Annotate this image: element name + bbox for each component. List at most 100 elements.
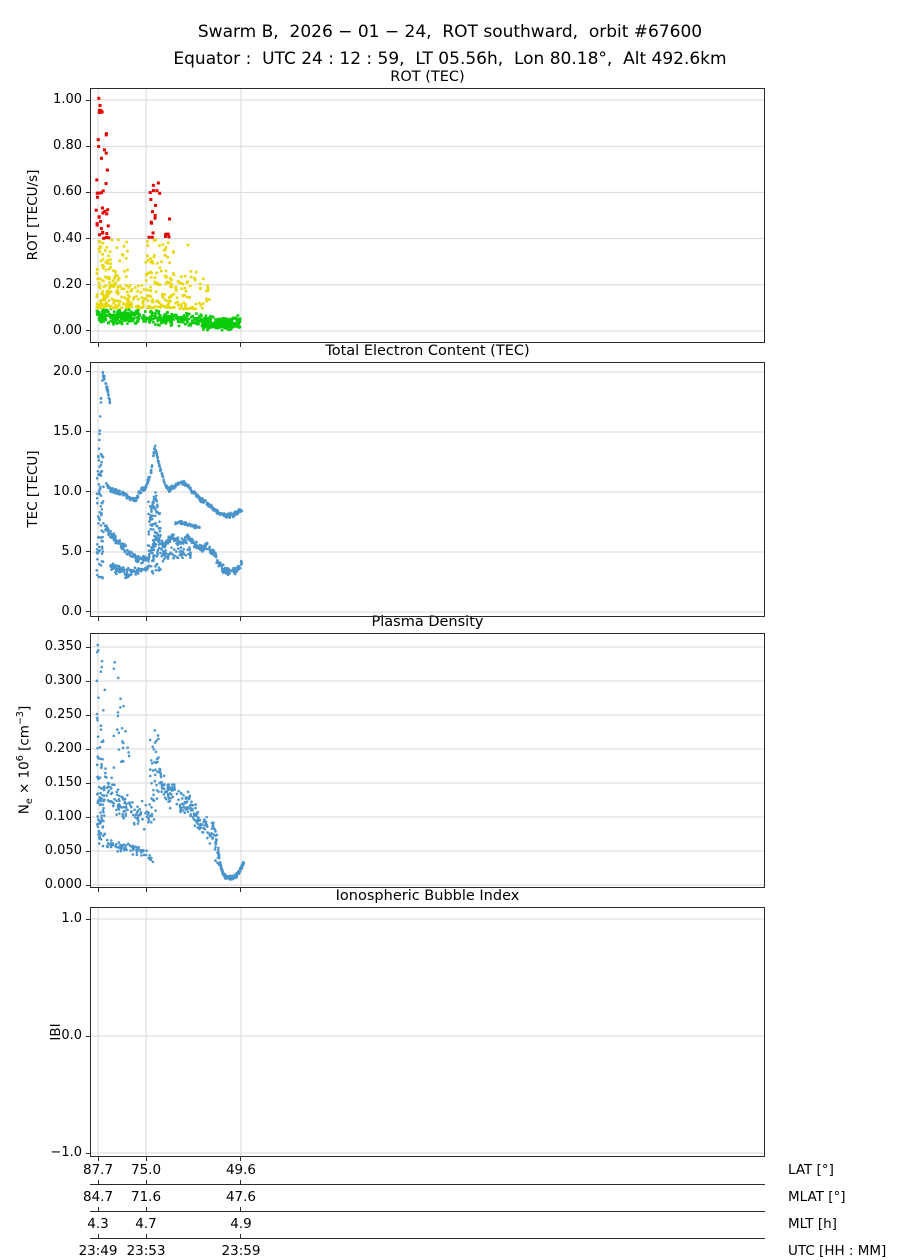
figure-subtitle: Equator : UTC 24 : 12 : 59, LT 05.56h, L…	[173, 49, 727, 69]
rot-y-tick	[86, 238, 90, 240]
density-y-tick	[86, 714, 90, 716]
ibi-y-axis-label: IBI	[48, 1023, 64, 1040]
density-y-tick	[86, 680, 90, 682]
aux-axis-line	[90, 1211, 765, 1212]
aux-axis-row-label: MLAT [°]	[788, 1189, 846, 1205]
density-y-tick-label: 0.100	[44, 809, 82, 824]
aux-axis-tick	[145, 1234, 147, 1238]
aux-axis-tick	[145, 1207, 147, 1211]
tec-y-tick-label: 0.0	[61, 603, 82, 619]
density-y-tick	[86, 782, 90, 784]
ibi-y-tick-label: 1.0	[61, 911, 82, 927]
ibi-y-tick	[86, 1152, 90, 1154]
rot-y-tick	[86, 99, 90, 101]
aux-axis-value: 4.3	[87, 1216, 109, 1232]
aux-axis-tick	[240, 1234, 242, 1238]
subplot-density: 0.000 0.050 0.100 0.150 0.200 0.250 0.300 0.350	[45, 633, 765, 892]
ylabel-part: TEC [TECU]	[25, 450, 41, 528]
rot-y-tick-label: 0.20	[53, 276, 82, 292]
aux-axis-tick	[97, 1180, 99, 1184]
ibi-y-tick	[86, 918, 90, 920]
density-y-tick-label: 0.350	[44, 639, 82, 654]
tec-y-tick	[86, 431, 90, 433]
aux-axis-tick	[97, 1207, 99, 1211]
rot-y-tick	[86, 191, 90, 193]
figure-title: Swarm B, 2026 − 01 − 24, ROT southward, …	[197, 22, 703, 42]
tec-x-tick	[145, 617, 147, 621]
density-y-tick-label: 0.050	[44, 843, 82, 858]
aux-axis-row-label: LAT [°]	[788, 1162, 834, 1178]
ibi-y-tick	[86, 1035, 90, 1037]
density-y-tick	[86, 646, 90, 648]
aux-axis-value: 47.6	[225, 1189, 257, 1205]
tec-y-axis-label: TEC [TECU]	[25, 450, 41, 527]
ibi-x-tick	[97, 1157, 99, 1161]
density-y-tick	[86, 884, 90, 886]
aux-axis-value: 49.6	[225, 1162, 257, 1178]
aux-axis-value: 4.7	[135, 1216, 157, 1232]
tec-y-tick-label: 5.0	[61, 543, 82, 559]
tec-y-tick-label: 10.0	[53, 483, 82, 499]
ylabel-part: −3	[14, 711, 26, 726]
ibi-x-tick	[240, 1157, 242, 1161]
tec-y-tick-label: 20.0	[53, 363, 82, 379]
density-y-tick-label: 0.300	[44, 673, 82, 688]
ylabel-part: 6	[14, 755, 26, 762]
ibi-plot-canvas	[90, 907, 765, 1157]
tec-x-tick	[240, 617, 242, 621]
density-x-tick	[145, 888, 147, 892]
subplot-title-ibi: Ionospheric Bubble Index	[335, 888, 520, 904]
ylabel-part: ]	[16, 705, 33, 712]
density-y-tick	[86, 816, 90, 818]
subplot-tec: 0.0 5.0 10.0 15.0 20.0	[53, 362, 765, 621]
density-y-tick-label: 0.150	[44, 775, 82, 790]
aux-axis-value: 23:59	[221, 1243, 261, 1259]
rot-x-tick	[97, 343, 99, 347]
rot-y-tick	[86, 145, 90, 147]
subplot-rot: 0.00 0.20 0.40 0.60 0.80 1.00	[53, 88, 765, 347]
ylabel-part: ROT [TECU/s]	[25, 169, 41, 261]
aux-axis-line	[90, 1184, 765, 1185]
aux-axis-value: 84.7	[83, 1189, 114, 1205]
subplot-title-tec: Total Electron Content (TEC)	[325, 343, 530, 359]
tec-plot-canvas	[90, 362, 765, 617]
tec-y-tick	[86, 551, 90, 553]
subplot-title-rot: ROT (TEC)	[390, 69, 465, 85]
density-y-tick-label: 0.200	[44, 741, 82, 756]
ylabel-part: N	[16, 804, 33, 815]
density-y-tick	[86, 748, 90, 750]
ylabel-part: e	[24, 798, 36, 805]
ibi-y-tick-label: 0.0	[61, 1028, 82, 1044]
ibi-y-tick-label: −1.0	[50, 1145, 82, 1161]
tec-y-tick	[86, 611, 90, 613]
aux-axis-value: 75.0	[130, 1162, 162, 1178]
subplot-ibi: −1.0 0.0 1.0	[50, 907, 765, 1161]
density-y-tick-label: 0.000	[44, 877, 82, 892]
density-y-tick-label: 0.250	[44, 707, 82, 722]
density-y-axis-label: Ne × 106 [cm−3]	[15, 706, 35, 815]
aux-axis-tick	[240, 1207, 242, 1211]
aux-axis-value: 23:49	[78, 1243, 118, 1259]
rot-y-tick-label: 0.40	[53, 230, 82, 246]
rot-x-tick	[240, 343, 242, 347]
density-y-tick	[86, 850, 90, 852]
rot-y-tick	[86, 330, 90, 332]
subplot-title-density: Plasma Density	[371, 614, 484, 630]
aux-axis-value: 4.9	[230, 1216, 252, 1232]
aux-axis-row-label: UTC [HH : MM]	[788, 1243, 887, 1259]
tec-y-tick	[86, 371, 90, 373]
density-x-tick	[97, 888, 99, 892]
rot-x-tick	[145, 343, 147, 347]
rot-y-tick-label: 1.00	[53, 92, 82, 107]
rot-y-tick-label: 0.80	[53, 138, 82, 154]
aux-axis-tick	[97, 1234, 99, 1238]
ibi-x-tick	[145, 1157, 147, 1161]
rot-plot-canvas	[90, 88, 765, 343]
aux-axis-value: 87.7	[83, 1162, 114, 1178]
aux-axis-row-label: MLT [h]	[788, 1216, 837, 1232]
aux-axis-tick	[145, 1180, 147, 1184]
ylabel-part: × 10	[16, 761, 33, 799]
tec-x-tick	[97, 617, 99, 621]
density-plot-canvas	[90, 633, 765, 888]
